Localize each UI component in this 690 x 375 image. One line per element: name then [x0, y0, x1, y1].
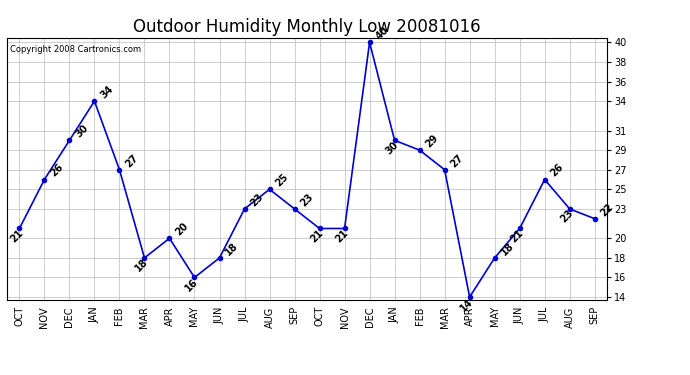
Text: 16: 16	[184, 277, 200, 293]
Text: 40: 40	[374, 25, 391, 42]
Text: 21: 21	[8, 228, 25, 244]
Text: 34: 34	[99, 84, 115, 100]
Text: 26: 26	[549, 162, 565, 179]
Text: 23: 23	[559, 208, 575, 225]
Text: 29: 29	[424, 133, 440, 149]
Text: 27: 27	[448, 152, 465, 169]
Text: 25: 25	[274, 172, 290, 189]
Text: 18: 18	[224, 240, 240, 257]
Text: Copyright 2008 Cartronics.com: Copyright 2008 Cartronics.com	[10, 45, 141, 54]
Text: 30: 30	[384, 140, 400, 156]
Text: 18: 18	[499, 240, 515, 257]
Text: 21: 21	[333, 228, 350, 244]
Title: Outdoor Humidity Monthly Low 20081016: Outdoor Humidity Monthly Low 20081016	[133, 18, 481, 36]
Text: 26: 26	[48, 162, 65, 179]
Text: 18: 18	[133, 257, 150, 274]
Text: 23: 23	[248, 192, 265, 208]
Text: 21: 21	[509, 228, 525, 244]
Text: 21: 21	[308, 228, 325, 244]
Text: 20: 20	[174, 221, 190, 237]
Text: 23: 23	[299, 192, 315, 208]
Text: 22: 22	[599, 201, 615, 218]
Text: 27: 27	[124, 152, 140, 169]
Text: 14: 14	[459, 296, 475, 313]
Text: 30: 30	[74, 123, 90, 140]
